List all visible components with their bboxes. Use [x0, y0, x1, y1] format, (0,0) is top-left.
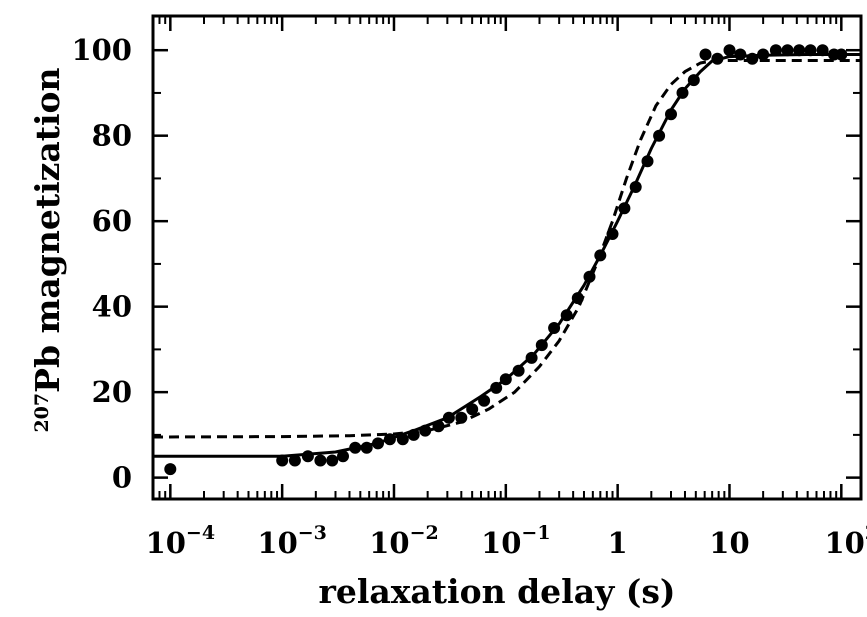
- data-point: [164, 463, 177, 476]
- x-tick-label: 10−1: [481, 522, 551, 560]
- y-tick-label: 0: [112, 461, 132, 495]
- y-axis-title-superscript: 207: [31, 393, 53, 433]
- data-point: [512, 364, 525, 377]
- x-tick-label: 10: [709, 526, 749, 560]
- x-tick-label-exponent: −2: [410, 522, 439, 544]
- data-point: [326, 454, 339, 467]
- x-tick-label-exponent: −1: [521, 522, 550, 544]
- x-tick-label-base: 10: [709, 526, 749, 560]
- y-tick-label: 80: [92, 119, 132, 153]
- x-tick-label-base: 10: [825, 526, 865, 560]
- x-tick-label-exponent: −3: [298, 522, 327, 544]
- tick-label-layer: 10−410−310−210−1110102020406080100: [71, 33, 867, 560]
- y-tick-label: 100: [71, 33, 132, 67]
- data-point: [781, 44, 794, 57]
- data-point: [466, 403, 479, 416]
- x-tick-label-base: 10: [369, 526, 409, 560]
- fit-curve-dashed: [153, 59, 861, 439]
- x-tick-label-exponent: −4: [186, 522, 215, 544]
- y-axis-title: 207Pb magnetization: [28, 67, 67, 432]
- plot-frame: [151, 14, 863, 501]
- data-point: [769, 44, 782, 57]
- y-axis-title-text: Pb magnetization: [28, 67, 67, 392]
- data-point: [699, 48, 712, 61]
- x-tick-label-exponent: 2: [865, 522, 867, 544]
- data-point: [734, 48, 747, 61]
- fit-curve-solid: [153, 53, 861, 458]
- y-tick-label: 40: [92, 290, 132, 324]
- x-tick-label-base: 10: [146, 526, 186, 560]
- data-point: [301, 450, 314, 463]
- x-tick-label: 10−4: [146, 522, 216, 560]
- x-axis-title: relaxation delay (s): [318, 572, 675, 611]
- data-layer: [153, 44, 861, 476]
- y-tick-label: 60: [92, 204, 132, 238]
- data-point: [314, 454, 327, 467]
- x-tick-label-base: 10: [481, 526, 521, 560]
- x-tick-label-base: 10: [257, 526, 297, 560]
- x-tick-label: 10−3: [257, 522, 327, 560]
- y-tick-label: 20: [92, 375, 132, 409]
- x-tick-label-base: 1: [608, 526, 628, 560]
- x-tick-label: 1: [608, 526, 628, 560]
- x-tick-label: 102: [825, 522, 867, 560]
- x-tick-label: 10−2: [369, 522, 439, 560]
- data-point: [337, 450, 349, 463]
- data-point: [288, 454, 301, 467]
- tick-layer: [153, 16, 861, 499]
- data-point: [723, 44, 736, 57]
